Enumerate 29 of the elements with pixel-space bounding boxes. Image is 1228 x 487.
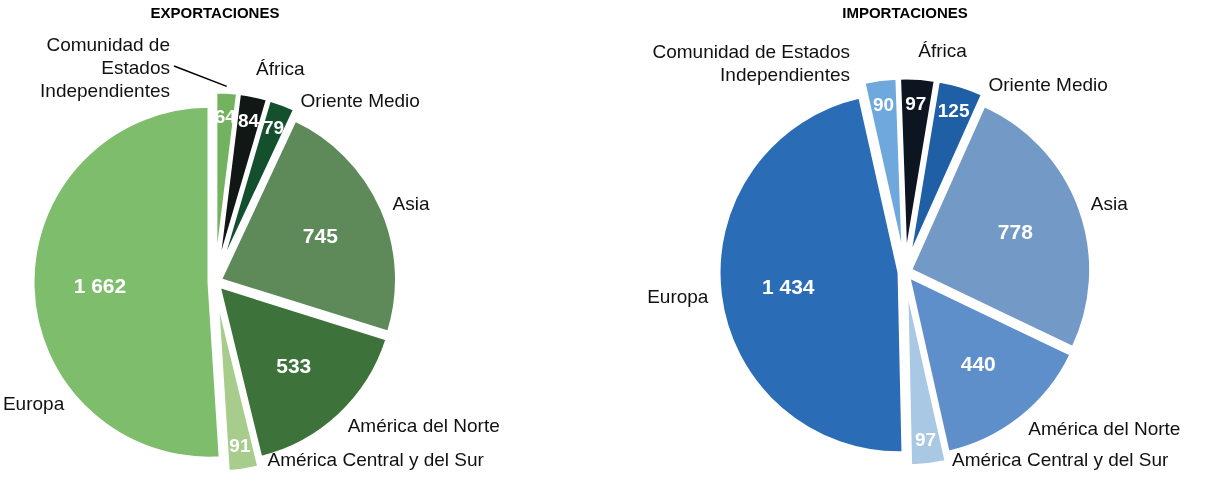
data-label: 84 [238,109,260,131]
slice-label: África [256,57,306,79]
slice-label: Comunidad de Estados Independientes [652,40,850,85]
slice-label: Europa [2,392,65,414]
data-label: 97 [914,429,937,451]
slice-label: Europa [647,285,709,307]
slice-label: Oriente Medio [300,89,420,110]
data-label: 1 434 [761,274,815,298]
slice-label: América del Norte [347,414,500,436]
data-label: 90 [872,94,895,116]
data-label: 778 [997,219,1034,243]
data-label: 1 662 [73,274,127,298]
slice-label: América Central y del Sur [267,448,485,470]
data-label: 533 [276,354,312,378]
data-label: 91 [229,434,251,456]
slice-label: América Central y del Sur [951,448,1170,470]
slice-label: Oriente Medio [988,73,1108,95]
data-label: 79 [262,116,285,138]
data-label: 125 [937,99,970,121]
slice-label: Asia [392,192,430,214]
slice-label: Comunidad de Estados Independientes [40,33,170,101]
slice-label: Asia [1090,192,1129,214]
slice-label: América del Norte [1028,417,1181,439]
slice-label: África [918,39,968,61]
chart-title: EXPORTACIONES [150,4,280,21]
data-label: 440 [960,352,996,376]
data-label: 97 [905,93,927,115]
data-label: 745 [302,224,339,248]
chart-title: IMPORTACIONES [842,4,968,21]
